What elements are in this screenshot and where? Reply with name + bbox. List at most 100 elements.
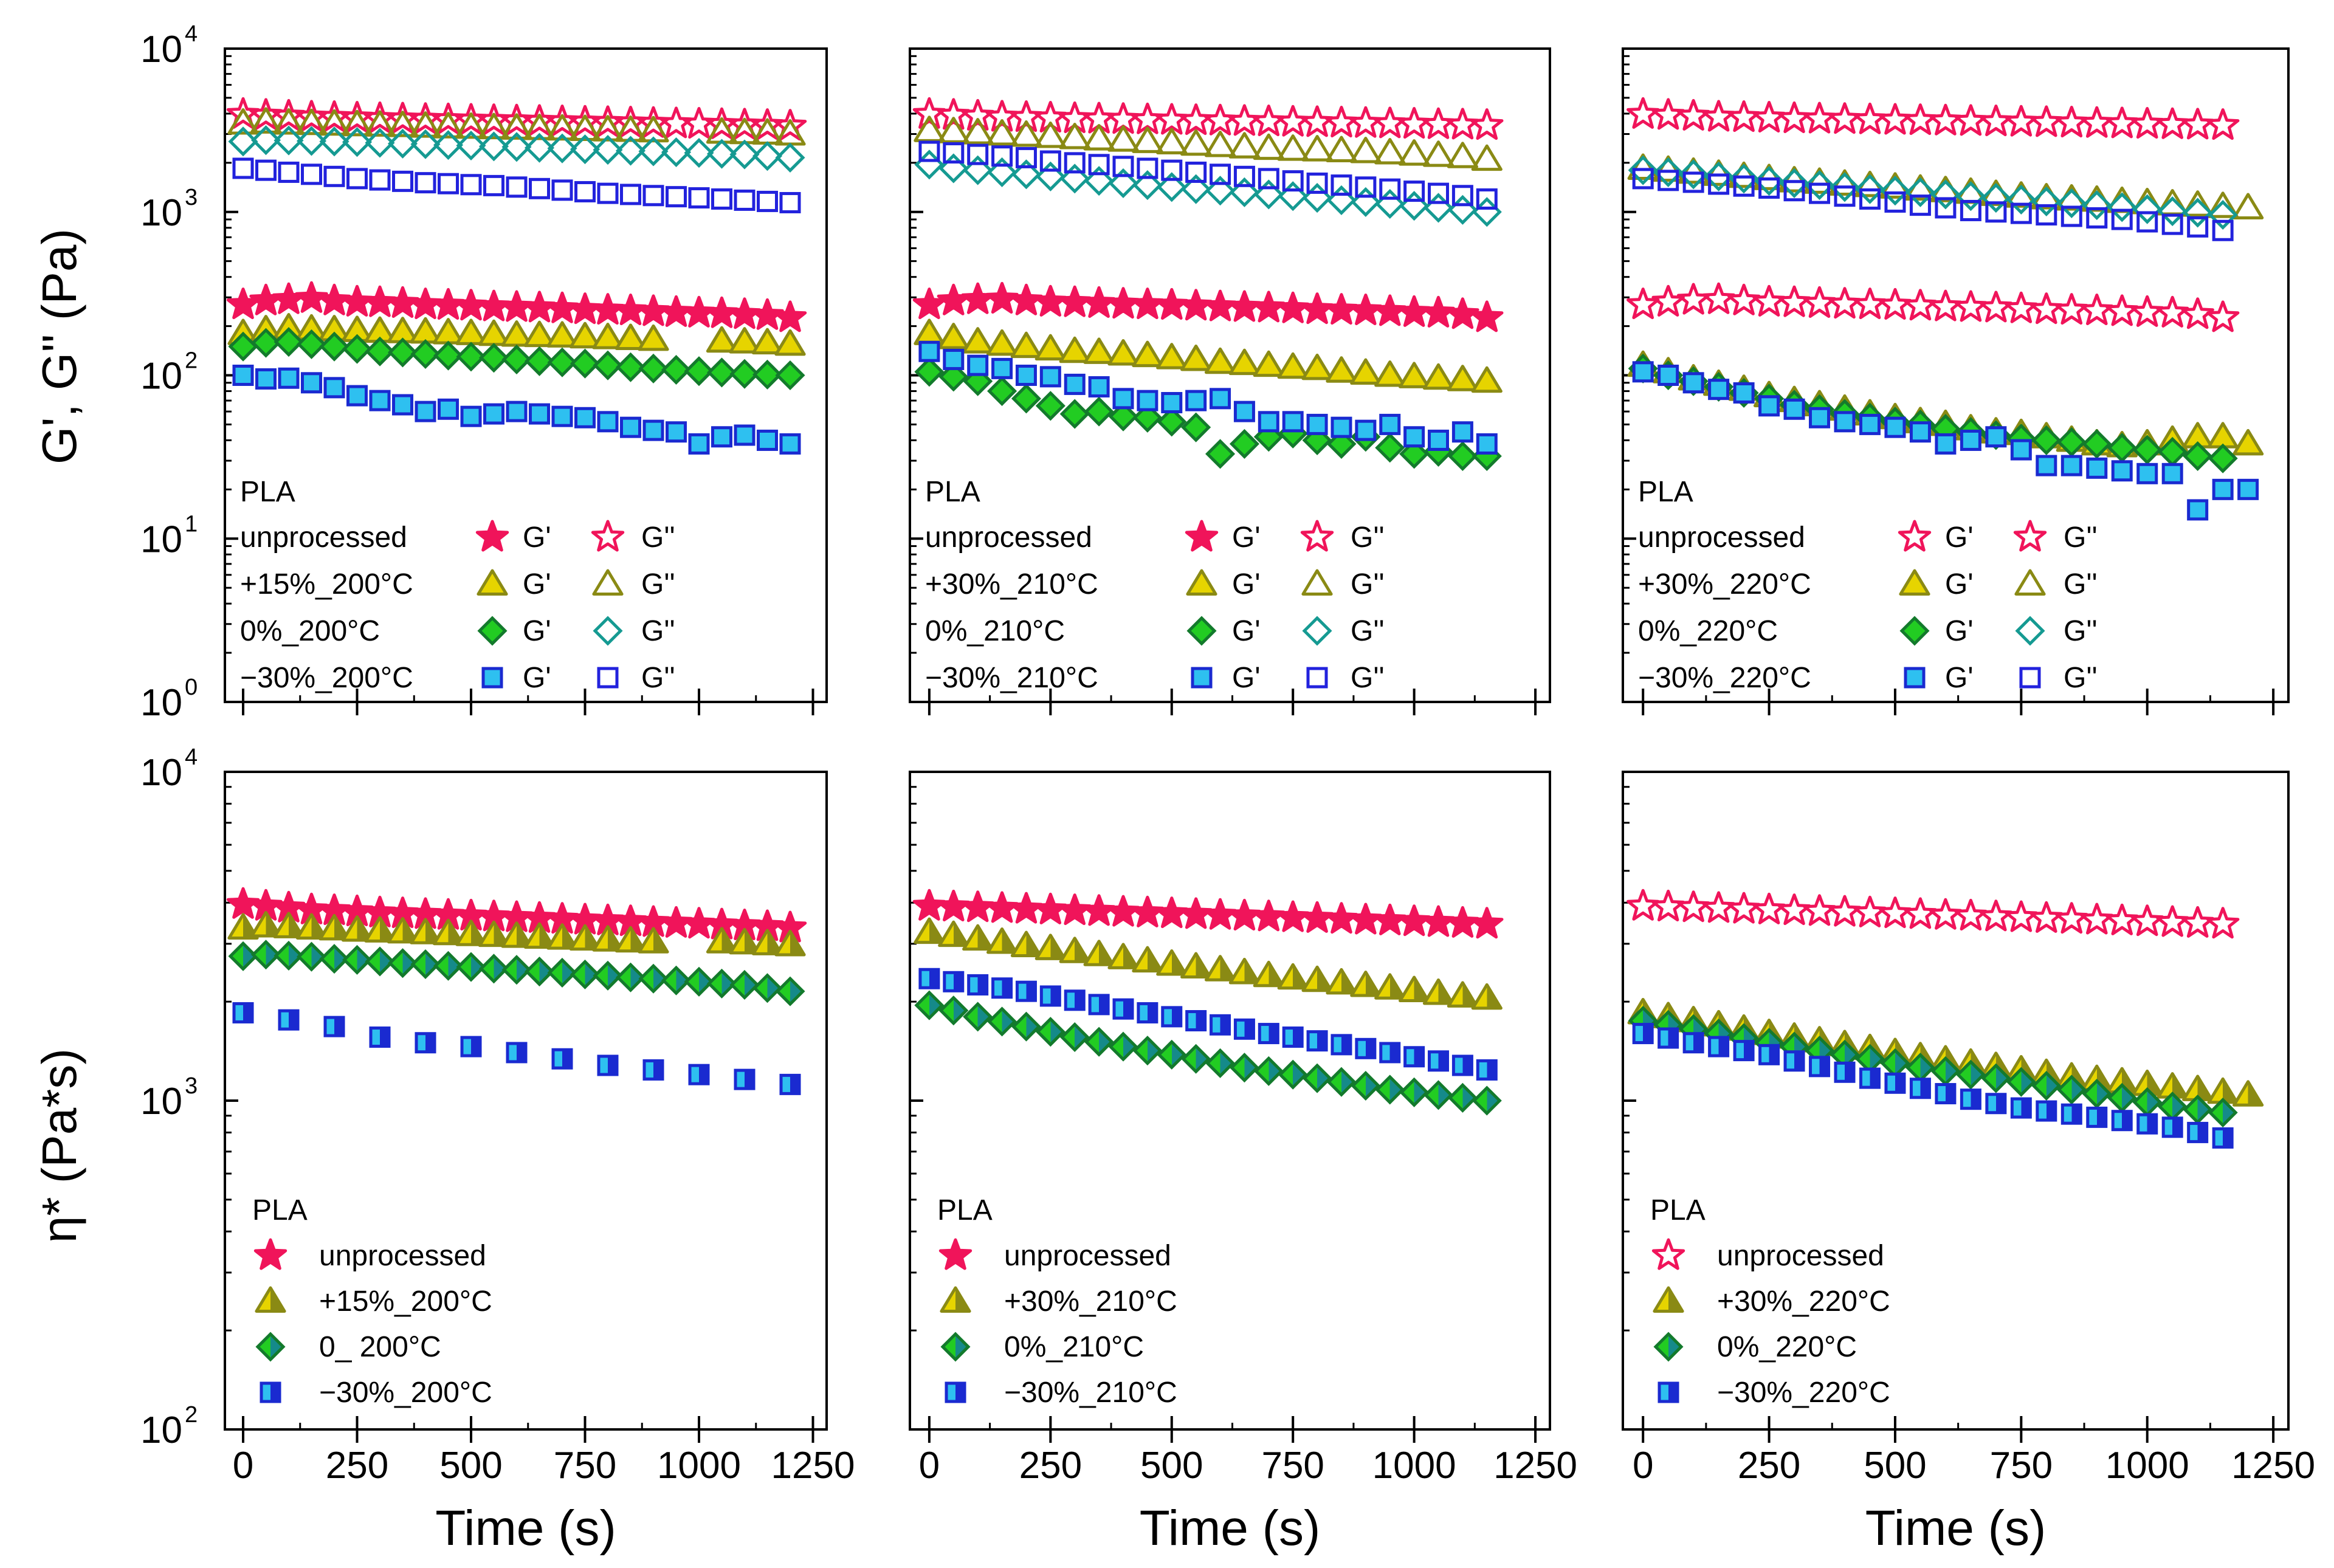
data-point (2082, 1079, 2112, 1109)
data-point (2136, 211, 2158, 233)
data-point (433, 951, 464, 981)
legend-g2: G'' (2064, 662, 2098, 694)
legend-title: PLA (925, 476, 980, 508)
data-point (1326, 968, 1357, 995)
data-point (774, 929, 806, 957)
data-point (1011, 1011, 1041, 1042)
data-point (1653, 157, 1684, 187)
data-point (295, 281, 328, 313)
x-tick-label: 0 (919, 1445, 940, 1487)
data-point (1326, 136, 1357, 163)
data-point (1909, 1078, 1931, 1099)
data-point (1702, 891, 1735, 923)
data-point (369, 390, 391, 411)
legend-label: unprocessed (1638, 521, 1805, 554)
data-point (1277, 352, 1309, 379)
data-point (1828, 102, 1862, 134)
data-point (773, 300, 807, 332)
data-point (456, 342, 486, 372)
data-point (1161, 392, 1183, 414)
data-point (2157, 196, 2188, 227)
data-point (433, 130, 464, 160)
data-point (1161, 159, 1183, 181)
data-point (1779, 168, 1809, 198)
data-point (1470, 300, 1504, 332)
data-point (1137, 1002, 1158, 1023)
legend-g2: G'' (641, 615, 675, 647)
data-point (729, 969, 760, 1000)
data-point (2105, 903, 2139, 935)
data-point (1156, 128, 1188, 155)
data-point (2237, 478, 2259, 500)
data-point (1228, 957, 1261, 985)
data-point (2207, 422, 2239, 449)
y-tick-label: 10 (140, 29, 182, 70)
series-zero_g1 (228, 327, 805, 391)
data-point (1058, 101, 1092, 133)
data-point (1157, 172, 1187, 202)
y-tick-label: 10 (140, 1409, 182, 1451)
data-point (1210, 388, 1231, 410)
data-point (1929, 289, 1963, 322)
data-point (456, 952, 486, 982)
data-point (2187, 499, 2209, 521)
data-point (319, 126, 349, 157)
data-point (2082, 190, 2112, 221)
legend-marker (1301, 569, 1333, 596)
series-unp_g2 (912, 97, 1504, 140)
data-point (278, 161, 300, 183)
data-point (597, 1054, 619, 1076)
data-point (642, 419, 664, 441)
data-point (570, 959, 601, 989)
data-point (2010, 1097, 2032, 1119)
legend-label: +15%_200°C (240, 568, 413, 600)
legend-label: unprocessed (240, 521, 407, 554)
data-point (706, 326, 738, 353)
data-point (1834, 411, 1856, 433)
legend-marker (1899, 569, 1930, 596)
legend-marker (1899, 616, 1930, 646)
data-point (1403, 181, 1425, 202)
data-point (433, 340, 464, 371)
data-point (1229, 177, 1259, 207)
data-point (1777, 893, 1811, 926)
data-point (1676, 890, 1710, 923)
legend-g1: G' (1945, 615, 1974, 647)
legend-g2: G'' (2064, 568, 2098, 600)
data-point (1185, 390, 1207, 411)
data-point (2060, 1103, 2082, 1125)
data-point (1379, 178, 1401, 200)
data-point (1422, 140, 1454, 167)
series-unp_g1 (912, 281, 1504, 332)
data-point (1727, 100, 1761, 132)
data-point (757, 429, 778, 451)
data-point (1010, 930, 1042, 958)
legend-g1: G' (523, 568, 551, 600)
data-point (501, 955, 532, 985)
data-point (1904, 289, 1937, 321)
data-point (1422, 978, 1454, 1005)
x-tick-label: 1250 (2231, 1445, 2315, 1487)
data-point (1277, 963, 1309, 990)
x-tick-label: 1000 (2105, 1445, 2189, 1487)
data-point (1729, 163, 1759, 194)
data-point (684, 356, 714, 387)
data-point (773, 109, 807, 141)
data-point (1960, 1088, 1981, 1110)
data-point (1276, 105, 1310, 137)
data-point (2029, 105, 2063, 137)
plot-frame (224, 771, 828, 1431)
data-point (1108, 401, 1138, 432)
data-point (227, 108, 259, 135)
data-point (1306, 413, 1328, 435)
data-point (1878, 896, 1912, 929)
data-point (638, 136, 669, 167)
x-tick-label: 500 (439, 1445, 502, 1487)
data-point (1783, 180, 1805, 202)
data-point (1088, 376, 1110, 397)
data-point (1752, 101, 1786, 132)
data-point (2161, 213, 2183, 235)
y-tick-label: 10 (140, 192, 182, 234)
data-point (1282, 1026, 1304, 1048)
data-point (227, 913, 259, 940)
